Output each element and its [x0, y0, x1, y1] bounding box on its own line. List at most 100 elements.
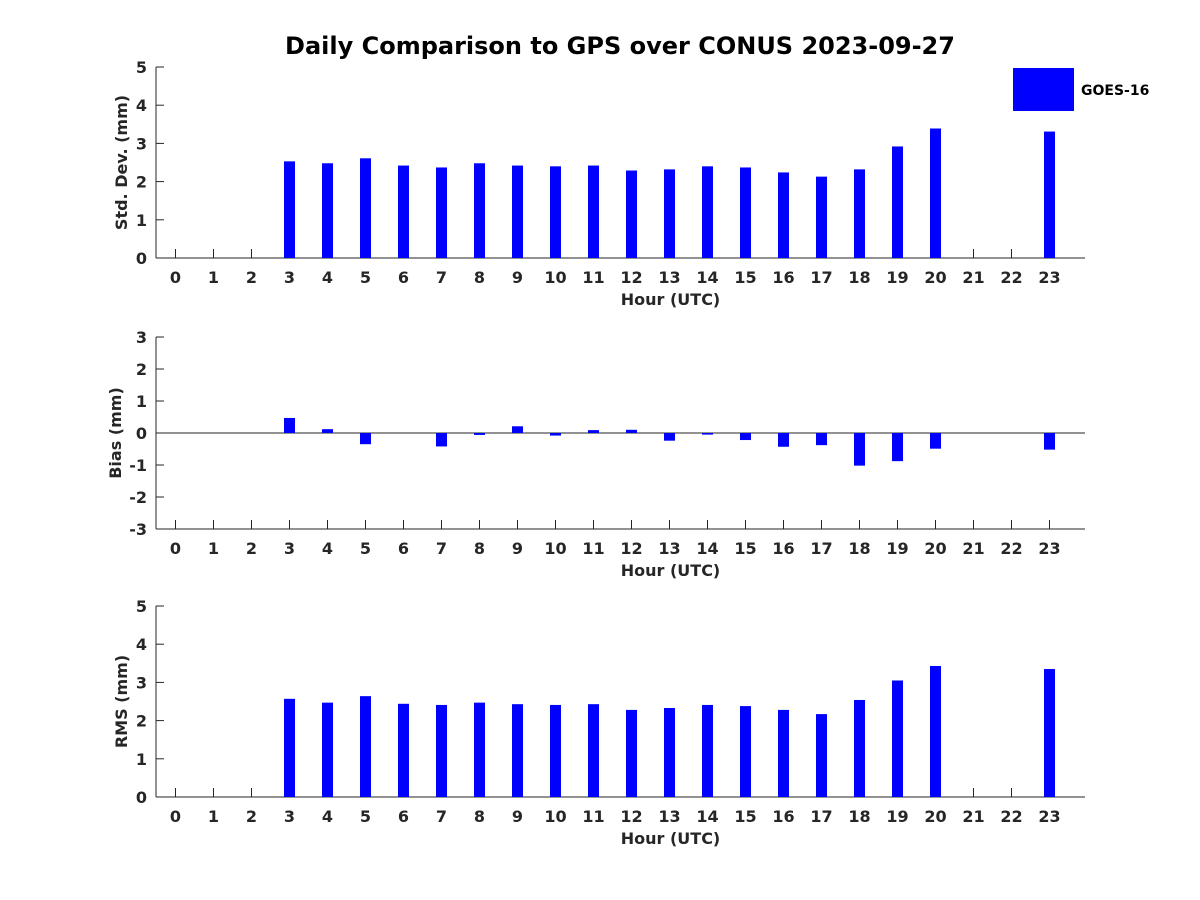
legend-label: GOES-16: [1081, 83, 1149, 99]
bar-hour-3: [284, 698, 295, 797]
x-tick-label: 21: [962, 268, 984, 287]
x-tick-label: 23: [1038, 539, 1060, 558]
x-tick-label: 1: [208, 268, 219, 287]
x-tick-label: 4: [322, 807, 333, 826]
bar-hour-11: [588, 704, 599, 797]
x-tick-label: 4: [322, 539, 333, 558]
bar-hour-9: [512, 426, 523, 433]
x-tick-label: 8: [474, 539, 485, 558]
bar-hour-5: [360, 158, 371, 258]
bar-hour-12: [626, 170, 637, 258]
x-tick-label: 20: [924, 807, 946, 826]
x-tick-label: 8: [474, 807, 485, 826]
x-axis-label: Hour (UTC): [621, 561, 721, 580]
x-tick-label: 14: [696, 807, 718, 826]
bar-hour-20: [930, 665, 941, 797]
bar-hour-15: [740, 433, 751, 441]
x-tick-label: 23: [1038, 268, 1060, 287]
bar-hour-7: [436, 167, 447, 258]
x-tick-label: 20: [924, 268, 946, 287]
bar-hour-11: [588, 430, 599, 433]
x-axis-label: Hour (UTC): [621, 290, 721, 309]
bar-hour-10: [550, 704, 561, 797]
bar-hour-13: [664, 433, 675, 441]
y-tick-label: 3: [136, 134, 147, 153]
x-tick-label: 15: [734, 268, 756, 287]
bar-hour-6: [398, 165, 409, 258]
x-tick-label: 17: [810, 539, 832, 558]
y-axis-label: Std. Dev. (mm): [112, 95, 131, 230]
bar-hour-23: [1044, 131, 1055, 258]
y-tick-label: -3: [129, 520, 147, 539]
x-tick-label: 18: [848, 539, 870, 558]
x-tick-label: 7: [436, 539, 447, 558]
bar-hour-10: [550, 166, 561, 258]
bar-hour-23: [1044, 669, 1055, 797]
legend-swatch: [1013, 68, 1074, 111]
bar-hour-17: [816, 176, 827, 258]
x-tick-label: 0: [170, 539, 181, 558]
x-tick-label: 3: [284, 539, 295, 558]
legend: GOES-16: [1013, 68, 1149, 111]
x-tick-label: 3: [284, 268, 295, 287]
x-tick-label: 5: [360, 268, 371, 287]
x-tick-label: 16: [772, 807, 794, 826]
bar-hour-19: [892, 433, 903, 462]
x-tick-label: 7: [436, 268, 447, 287]
x-tick-label: 22: [1000, 539, 1022, 558]
x-tick-label: 0: [170, 268, 181, 287]
bar-hour-20: [930, 128, 941, 258]
x-tick-label: 8: [474, 268, 485, 287]
x-tick-label: 16: [772, 539, 794, 558]
x-tick-label: 11: [582, 539, 604, 558]
bar-hour-14: [702, 433, 713, 435]
x-tick-label: 6: [398, 539, 409, 558]
y-tick-label: 3: [136, 673, 147, 692]
x-tick-label: 15: [734, 539, 756, 558]
bar-hour-6: [398, 703, 409, 797]
x-tick-label: 6: [398, 268, 409, 287]
y-tick-label: 2: [136, 173, 147, 192]
x-tick-label: 12: [620, 539, 642, 558]
y-tick-label: 5: [136, 597, 147, 616]
y-tick-label: -2: [129, 488, 147, 507]
x-tick-label: 21: [962, 539, 984, 558]
x-tick-label: 19: [886, 539, 908, 558]
bar-hour-4: [322, 702, 333, 797]
x-tick-label: 23: [1038, 807, 1060, 826]
bar-hour-3: [284, 417, 295, 433]
x-tick-label: 9: [512, 807, 523, 826]
y-tick-label: 2: [136, 712, 147, 731]
x-tick-label: 2: [246, 807, 257, 826]
bar-hour-17: [816, 433, 827, 446]
bar-hour-18: [854, 699, 865, 797]
x-tick-label: 1: [208, 807, 219, 826]
bar-hour-5: [360, 696, 371, 797]
x-tick-label: 11: [582, 268, 604, 287]
x-tick-label: 12: [620, 268, 642, 287]
x-tick-label: 22: [1000, 268, 1022, 287]
bar-hour-14: [702, 704, 713, 797]
bar-hour-15: [740, 706, 751, 797]
x-tick-label: 14: [696, 268, 718, 287]
x-tick-label: 9: [512, 268, 523, 287]
x-tick-label: 10: [544, 807, 566, 826]
x-tick-label: 13: [658, 268, 680, 287]
x-tick-label: 19: [886, 807, 908, 826]
bar-hour-4: [322, 429, 333, 433]
x-tick-label: 0: [170, 807, 181, 826]
bar-hour-11: [588, 165, 599, 258]
x-tick-label: 2: [246, 268, 257, 287]
bar-hour-10: [550, 433, 561, 436]
bar-hour-8: [474, 702, 485, 797]
x-tick-label: 6: [398, 807, 409, 826]
x-tick-label: 14: [696, 539, 718, 558]
bar-hour-13: [664, 707, 675, 797]
x-tick-label: 9: [512, 539, 523, 558]
bar-hour-18: [854, 169, 865, 258]
bar-hour-4: [322, 163, 333, 258]
bar-hour-19: [892, 680, 903, 797]
